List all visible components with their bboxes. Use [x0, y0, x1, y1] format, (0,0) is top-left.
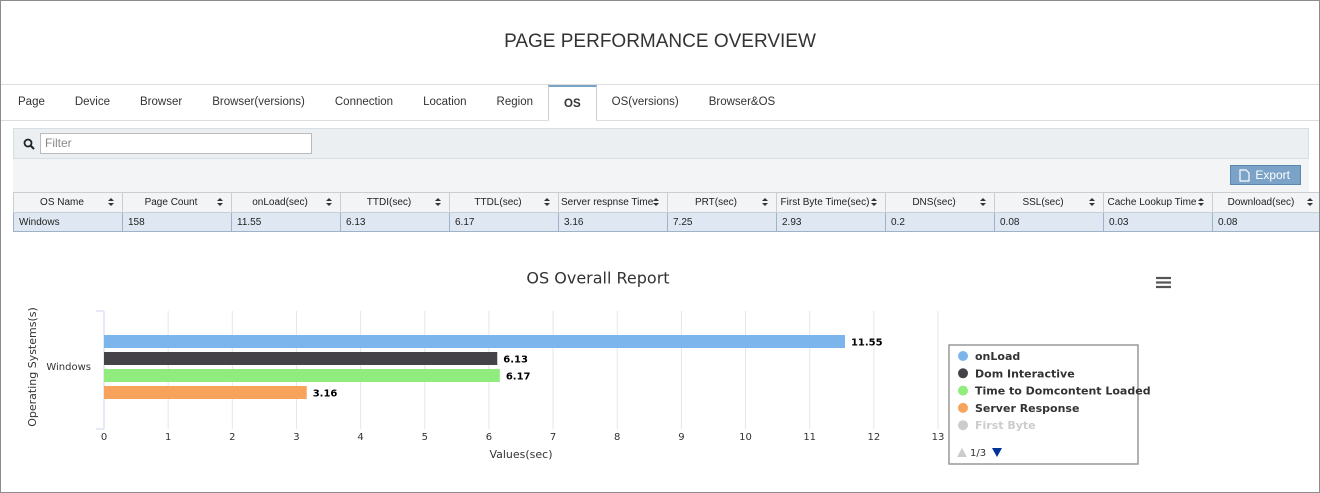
table-cell: 6.17 [449, 212, 559, 232]
x-tick-label: 8 [614, 432, 620, 443]
export-label: Export [1255, 168, 1290, 182]
tab[interactable]: Page [18, 96, 45, 108]
column-header[interactable]: DNS(sec) [885, 192, 995, 213]
table-cell: 158 [122, 212, 232, 232]
legend-item: Server Response [975, 402, 1079, 415]
tab[interactable]: Device [74, 96, 111, 108]
x-tick-label: 2 [229, 432, 235, 443]
column-header[interactable]: Cache Lookup Time [1103, 192, 1213, 213]
bar [104, 335, 845, 348]
table-cell: 6.13 [340, 212, 450, 232]
y-tick-label: Windows [46, 362, 91, 373]
data-table: OS Name Page Count onLoad(sec) TTDI(sec) TTD… [13, 192, 1319, 232]
export-button[interactable]: Export [1230, 165, 1301, 185]
data-label: 3.16 [313, 389, 338, 400]
table-cell: 0.08 [1212, 212, 1319, 232]
column-header[interactable]: TTDL(sec) [449, 192, 559, 213]
tab-bar: Page Device Browser Browser(versions) Connec… [1, 84, 1319, 121]
legend-marker [958, 402, 968, 413]
table-cell: 7.25 [667, 212, 777, 232]
tab[interactable]: Browser&OS [708, 96, 776, 108]
x-tick-label: 0 [101, 432, 107, 443]
legend-item: onLoad [975, 350, 1020, 363]
tab[interactable]: OS(versions) [611, 96, 679, 108]
tab[interactable]: Browser(versions) [212, 96, 305, 108]
data-label: 6.13 [503, 355, 528, 366]
legend-box [948, 344, 1139, 465]
table-cell: 3.16 [558, 212, 668, 232]
legend-prev [957, 448, 967, 457]
column-header[interactable]: PRT(sec) [667, 192, 777, 213]
y-axis-label: Operating Systems(s) [26, 307, 39, 427]
x-tick-label: 12 [867, 432, 880, 443]
tab[interactable]: Region [496, 96, 533, 108]
search-icon [23, 138, 35, 150]
tab[interactable]: Location [423, 96, 467, 108]
column-header[interactable]: Download(sec) [1212, 192, 1319, 213]
bar [104, 352, 498, 365]
chart-title: OS Overall Report [526, 269, 669, 288]
tab[interactable]: Browser [140, 96, 183, 108]
legend-marker [958, 351, 968, 361]
table-cell: 11.55 [231, 212, 341, 232]
filter-bar: Filter [13, 128, 1309, 159]
legend-next [992, 448, 1002, 457]
x-tick-label: 7 [550, 432, 556, 443]
x-tick-label: 1 [165, 432, 171, 443]
bar [104, 386, 307, 399]
legend-item: First Byte [975, 419, 1036, 432]
legend-page: 1/3 [970, 448, 986, 459]
column-header[interactable]: Server respnse Time [558, 192, 668, 213]
column-header[interactable]: Page Count [122, 192, 232, 213]
column-header[interactable]: onLoad(sec) [231, 192, 341, 213]
table-cell: 2.93 [776, 212, 886, 232]
legend-marker [958, 420, 968, 431]
tab[interactable]: Connection [334, 96, 394, 108]
page-title: PAGE PERFORMANCE OVERVIEW [504, 31, 816, 52]
x-tick-label: 6 [486, 432, 492, 443]
column-header[interactable]: SSL(sec) [994, 192, 1104, 213]
table-cell: 0.08 [994, 212, 1104, 232]
data-label: 11.55 [851, 338, 883, 349]
x-tick-label: 13 [932, 432, 945, 443]
tabs: Page Device Browser Browser(versions) Connec… [3, 85, 790, 121]
table-cell: Windows [13, 212, 123, 232]
x-tick-label: 10 [739, 432, 752, 443]
data-label: 6.17 [506, 372, 531, 383]
filter-input[interactable]: Filter [40, 133, 312, 154]
toolbar: Export [13, 159, 1309, 192]
legend-marker [958, 385, 968, 396]
export-icon [1239, 169, 1250, 182]
x-tick-label: 4 [357, 432, 363, 443]
column-header[interactable]: TTDI(sec) [340, 192, 450, 213]
x-axis-label: Values(sec) [489, 448, 552, 461]
x-tick-label: 3 [293, 432, 299, 443]
x-tick-label: 5 [422, 432, 428, 443]
menu-icon[interactable] [1156, 276, 1171, 289]
x-tick-label: 11 [803, 432, 816, 443]
column-header[interactable]: First Byte Time(sec) [776, 192, 886, 213]
tab[interactable]: OS [548, 85, 597, 121]
table-cell: 0.03 [1103, 212, 1213, 232]
table-row: Windows 158 11.55 6.13 6.17 3.16 7.25 2.93 0.2 0.… [13, 212, 1319, 232]
x-tick-label: 9 [678, 432, 684, 443]
column-header[interactable]: OS Name [13, 192, 123, 213]
bar [104, 369, 500, 382]
legend-marker [958, 368, 968, 379]
legend-item: Dom Interactive [975, 367, 1075, 380]
table-cell: 0.2 [885, 212, 995, 232]
legend-item: Time to Domcontent Loaded [975, 385, 1151, 398]
